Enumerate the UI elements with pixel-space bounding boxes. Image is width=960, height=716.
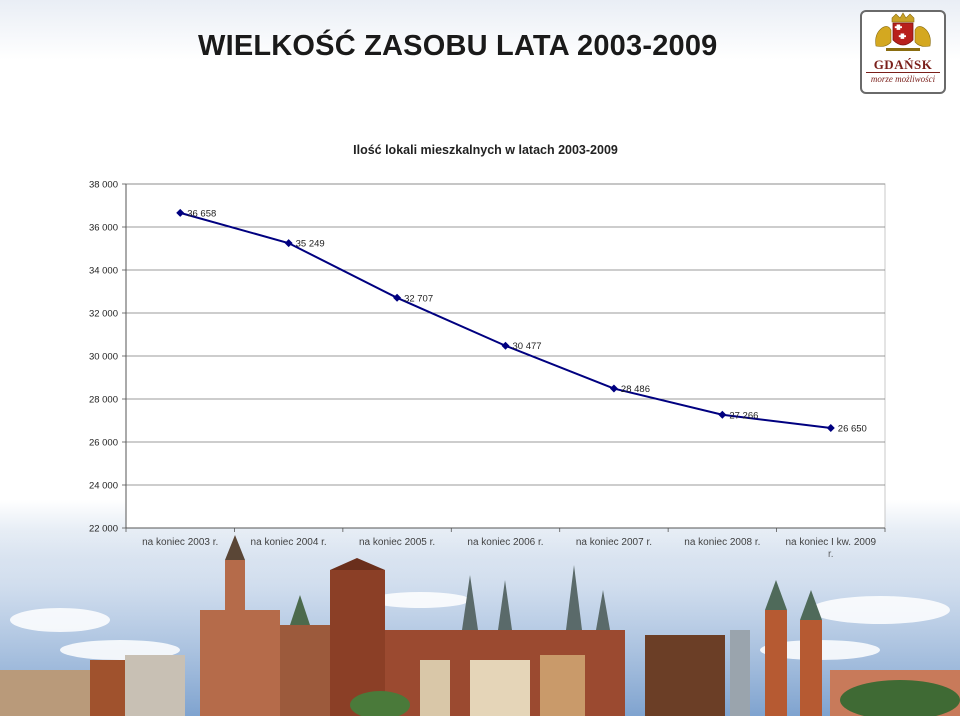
y-tick-label: 32 000: [89, 309, 118, 320]
logo-slogan: morze możliwości: [870, 74, 936, 84]
slide-title: WIELKOŚĆ ZASOBU LATA 2003-2009: [198, 30, 718, 62]
data-label: 36 658: [187, 208, 216, 219]
data-point: [609, 384, 618, 393]
data-point: [826, 424, 835, 433]
coat-of-arms-icon: [875, 12, 931, 51]
data-label: 30 477: [513, 341, 542, 352]
data-label: 27 266: [729, 410, 758, 421]
data-label: 32 707: [404, 293, 433, 304]
data-point: [718, 410, 727, 419]
data-point: [393, 293, 402, 302]
y-tick-label: 24 000: [89, 481, 118, 492]
y-tick-label: 28 000: [89, 395, 118, 406]
gdansk-logo: GDAŃSK morze możliwości: [860, 10, 946, 94]
y-tick-label: 22 000: [89, 524, 118, 535]
data-label: 35 249: [296, 239, 325, 250]
data-label: 26 650: [838, 424, 867, 435]
y-tick-label: 30 000: [89, 352, 118, 363]
data-label: 28 486: [621, 384, 650, 395]
y-tick-label: 36 000: [89, 223, 118, 234]
data-point: [176, 208, 185, 217]
chart-title: Ilość lokali mieszkalnych w latach 2003-…: [353, 143, 618, 157]
y-tick-label: 26 000: [89, 438, 118, 449]
data-point: [284, 239, 293, 248]
city-skyline-image: [0, 530, 960, 716]
data-point: [501, 341, 510, 350]
y-tick-label: 38 000: [89, 180, 118, 191]
logo-city-name: GDAŃSK: [873, 57, 933, 72]
line-chart: Ilość lokali mieszkalnych w latach 2003-…: [89, 143, 886, 560]
y-tick-label: 34 000: [89, 266, 118, 277]
logo-divider: [866, 72, 940, 73]
